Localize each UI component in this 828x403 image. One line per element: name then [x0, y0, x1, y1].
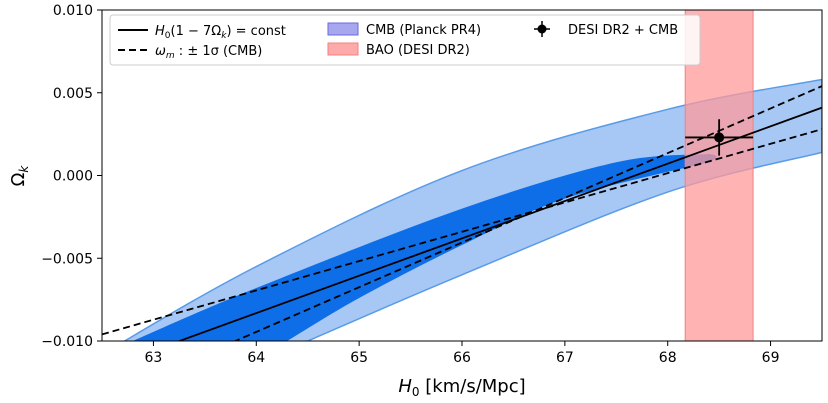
legend-cmb-swatch — [327, 22, 359, 36]
y-tick-label: 0.005 — [53, 86, 93, 102]
legend-solid-label: H0(1 − 7Ωk) = const — [155, 24, 286, 41]
legend-point-label: DESI DR2 + CMB — [568, 23, 678, 38]
x-tick-label: 66 — [453, 350, 471, 366]
legend-dashed-label: ωm : ± 1σ (CMB) — [155, 44, 262, 61]
x-tick-label: 68 — [659, 350, 677, 366]
legend-point-marker — [537, 24, 547, 34]
legend-box — [109, 14, 701, 66]
svg-text:H0 [km/s/Mpc]: H0 [km/s/Mpc] — [398, 376, 525, 399]
y-tick-label: −0.010 — [41, 334, 93, 350]
y-tick-label: 0.010 — [53, 3, 93, 19]
const-line — [176, 106, 822, 341]
svg-text:Ωk: Ωk — [8, 165, 31, 187]
x-axis: 63 64 65 66 67 68 69 — [145, 341, 780, 366]
y-axis-label: Ωk — [8, 165, 31, 187]
x-tick-label: 69 — [762, 350, 780, 366]
legend-cmb-label: CMB (Planck PR4) — [366, 23, 481, 38]
y-axis: −0.010 −0.005 0.000 0.005 0.010 — [41, 3, 102, 350]
cmb-68-region — [132, 153, 717, 341]
legend: H0(1 − 7Ωk) = const ωm : ± 1σ (CMB) CMB … — [109, 14, 701, 66]
x-tick-label: 64 — [247, 350, 265, 366]
x-tick-label: 65 — [350, 350, 368, 366]
x-axis-label: H0 [km/s/Mpc] — [398, 376, 525, 399]
desi-cmb-point — [714, 132, 725, 143]
y-tick-label: 0.000 — [53, 169, 93, 185]
x-tick-label: 63 — [145, 350, 163, 366]
x-tick-label: 67 — [556, 350, 574, 366]
sigma-upper-line — [102, 128, 822, 336]
legend-bao-swatch — [327, 42, 359, 56]
legend-bao-label: BAO (DESI DR2) — [366, 43, 470, 58]
y-tick-label: −0.005 — [41, 251, 93, 267]
plot-area — [102, 10, 822, 341]
